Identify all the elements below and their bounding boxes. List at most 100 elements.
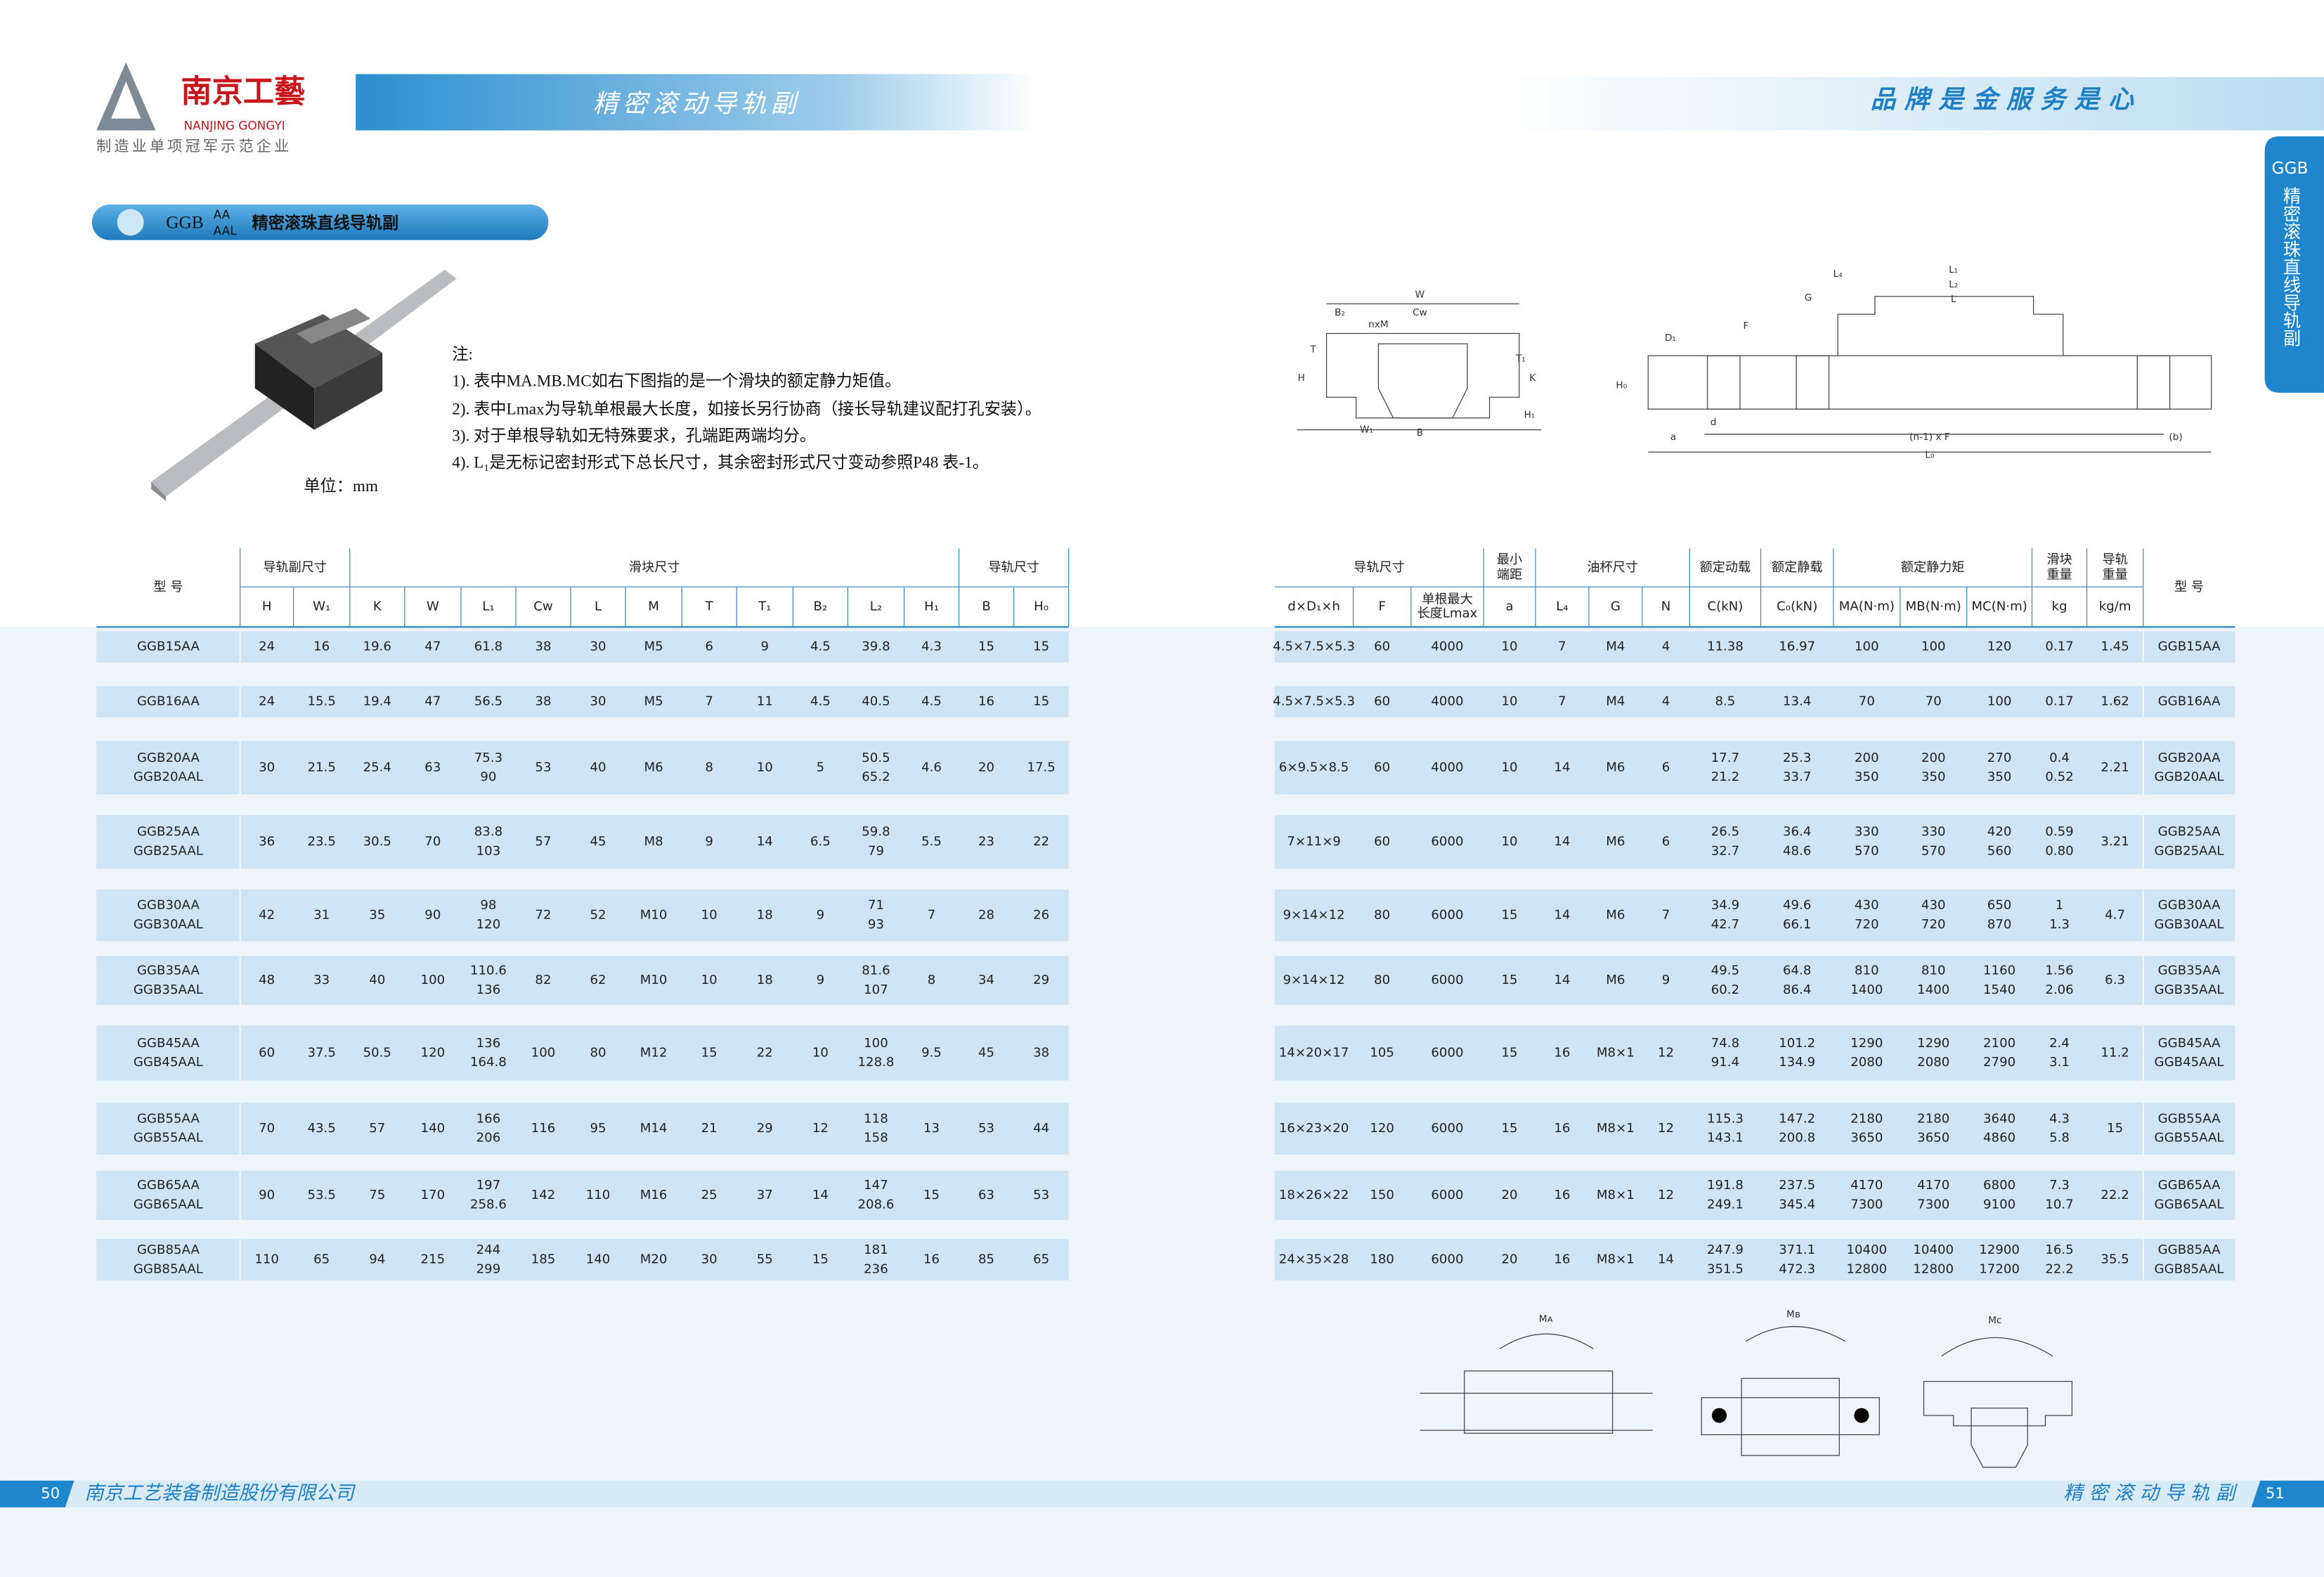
table-cell: 16 xyxy=(1554,1188,1570,1202)
table-cell: 60 xyxy=(1374,760,1390,774)
table-cell: 18 xyxy=(757,973,773,987)
column-header: kg/m xyxy=(2099,599,2131,614)
table-cell: 28 xyxy=(978,907,994,922)
title-suffix-top: AA xyxy=(214,207,231,221)
table-cell: 9×14×12 xyxy=(1283,907,1345,922)
table-cell: 6000 xyxy=(1431,1045,1463,1060)
table-cell: 4.6 xyxy=(921,760,942,774)
column-header: C₀(kN) xyxy=(1777,599,1817,614)
table-cell: 330 xyxy=(1855,824,1879,839)
table-cell: 10400 xyxy=(1847,1242,1888,1257)
table-cell: 60 xyxy=(1374,694,1390,709)
table-cell: 247.9 xyxy=(1707,1242,1744,1257)
table-cell: 150 xyxy=(1370,1188,1394,1202)
table-cell: 14 xyxy=(1554,973,1570,987)
table-cell: 53 xyxy=(535,760,551,774)
table-cell: GGB25AA xyxy=(2158,824,2221,839)
table-cell: 810 xyxy=(1855,963,1879,978)
group-header: 型 号 xyxy=(153,580,183,595)
table-cell: 9 xyxy=(817,907,825,922)
title-pill xyxy=(91,205,549,240)
table-cell: 79 xyxy=(868,844,884,859)
dim-label: H₀ xyxy=(1616,379,1627,391)
table-cell: 330 xyxy=(1921,824,1946,839)
table-cell: 11 xyxy=(757,694,773,709)
table-cell: 142 xyxy=(531,1188,556,1202)
table-cell: 60 xyxy=(1374,834,1390,849)
table-cell: GGB85AAL xyxy=(134,1261,203,1276)
row-band xyxy=(96,956,1069,1005)
table-cell: 90 xyxy=(424,907,441,922)
table-cell: 143.1 xyxy=(1707,1131,1744,1146)
table-cell: 12 xyxy=(1658,1188,1674,1202)
table-cell: 7 xyxy=(1662,907,1670,922)
table-cell: 10 xyxy=(1502,694,1518,709)
column-header: T₁ xyxy=(758,599,771,614)
table-cell: 2180 xyxy=(1917,1111,1949,1126)
table-cell: M6 xyxy=(644,760,663,774)
column-header: H xyxy=(262,599,272,614)
table-cell: 15 xyxy=(2107,1121,2123,1136)
table-cell: 170 xyxy=(421,1188,446,1202)
table-cell: 10.7 xyxy=(2045,1198,2073,1212)
side-tab-code: GGB xyxy=(2272,159,2309,178)
table-cell: 29 xyxy=(1033,973,1049,987)
table-cell: 15 xyxy=(1033,640,1049,654)
table-cell: 33.7 xyxy=(1783,770,1811,784)
table-cell: 1.3 xyxy=(2049,917,2070,932)
dim-label: L₀ xyxy=(1925,449,1935,460)
table-cell: 70 xyxy=(1859,694,1875,709)
table-cell: 44 xyxy=(1033,1121,1049,1136)
table-cell: GGB25AAL xyxy=(134,844,203,859)
table-cell: 6000 xyxy=(1431,973,1463,987)
table-cell: 65 xyxy=(1033,1252,1049,1267)
table-cell: 53.5 xyxy=(308,1188,336,1202)
table-cell: 12 xyxy=(1658,1045,1674,1060)
table-cell: 2.4 xyxy=(2049,1036,2070,1051)
column-header: F xyxy=(1378,599,1385,614)
table-cell: 61.8 xyxy=(474,640,502,654)
table-cell: 36.4 xyxy=(1783,824,1811,839)
table-cell: 2100 xyxy=(1983,1036,2015,1051)
notes-heading: 注: xyxy=(452,345,473,363)
table-cell: 31 xyxy=(313,907,330,922)
dim-label: T xyxy=(1309,344,1316,356)
table-cell: 30 xyxy=(701,1252,718,1267)
table-cell: 12800 xyxy=(1913,1261,1954,1276)
row-band xyxy=(1274,1103,2235,1155)
table-cell: 38 xyxy=(1033,1045,1049,1060)
table-cell: 103 xyxy=(476,844,501,859)
table-cell: 14 xyxy=(1554,907,1570,922)
logo-name: 南京工藝 xyxy=(181,74,305,110)
header: 南京工藝 NANJING GONGYI 制造业单项冠军示范企业 精密滚动导轨副 … xyxy=(96,62,2324,155)
row-band xyxy=(1274,1171,2235,1220)
table-cell: 32.7 xyxy=(1711,844,1739,859)
table-cell: M16 xyxy=(640,1188,668,1202)
row-band xyxy=(96,686,1069,718)
table-cell: 6000 xyxy=(1431,1188,1463,1202)
table-cell: 560 xyxy=(1987,844,2012,859)
table-cell: GGB45AA xyxy=(137,1036,200,1051)
table-cell: 45 xyxy=(978,1045,994,1060)
table-cell: 9.5 xyxy=(921,1045,942,1060)
product-image xyxy=(151,269,457,501)
table-cell: GGB85AAL xyxy=(2155,1261,2224,1276)
dim-label: B₂ xyxy=(1335,307,1345,318)
table-cell: 6800 xyxy=(1983,1178,2015,1193)
table-cell: GGB65AA xyxy=(2158,1178,2221,1193)
table-cell: 16 xyxy=(923,1252,940,1267)
table-cell: 29 xyxy=(757,1121,773,1136)
table-cell: 350 xyxy=(1921,770,1946,784)
table-cell: 345.4 xyxy=(1779,1198,1815,1212)
table-cell: 100 xyxy=(1921,640,1946,654)
table-cell: 5 xyxy=(817,760,825,774)
moment-diagrams: Mᴀ Mʙ Mᴄ xyxy=(1420,1309,2073,1468)
group-header: 导轨尺寸 xyxy=(988,560,1039,575)
table-cell: 30 xyxy=(590,640,606,654)
dim-label: H xyxy=(1298,372,1305,384)
table-cell: 21.5 xyxy=(308,760,336,774)
table-cell: 16 xyxy=(1554,1045,1570,1060)
table-cell: 0.4 xyxy=(2049,751,2070,765)
dim-label: L xyxy=(1951,294,1956,305)
